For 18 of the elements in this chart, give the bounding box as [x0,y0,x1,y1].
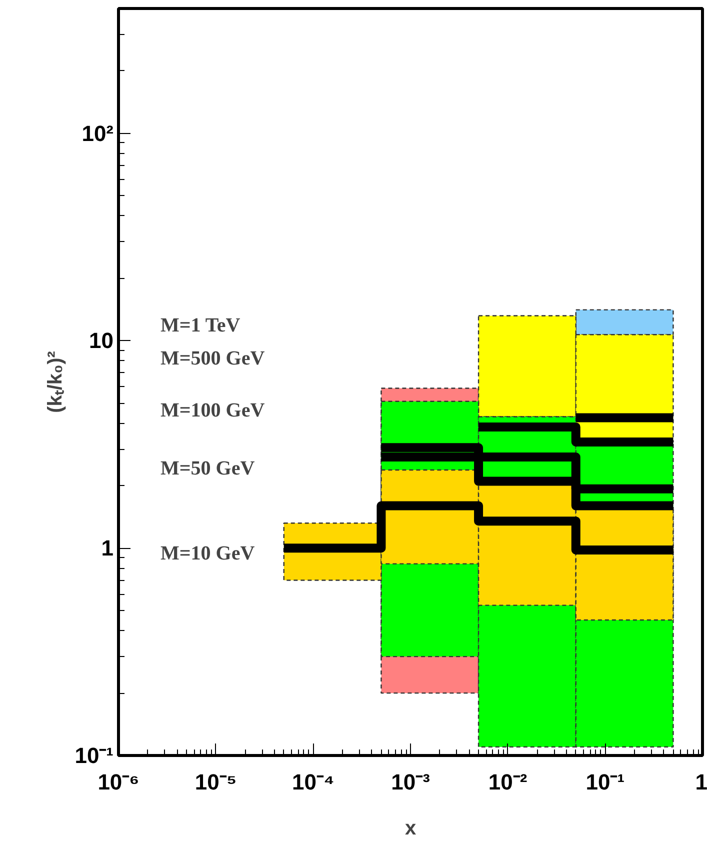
x-tick-label: 10⁻⁵ [194,770,237,794]
annotation: M=100 GeV [160,400,266,422]
x-tick-label: 10⁻³ [391,770,430,794]
annotation: M=1 TeV [160,314,241,336]
y-axis-title: (kₜ/k₀)² [44,350,67,413]
annotation: M=500 GeV [160,348,266,370]
x-tick-label: 10⁻² [488,770,528,794]
x-tick-label: 10⁻¹ [586,770,625,794]
x-tick-label: 10⁻⁶ [98,770,140,794]
x-tick-label: 1 [695,770,707,794]
x-axis-title: x [404,818,416,840]
y-tick-label: 10 [89,328,114,354]
annotation: M=50 GeV [160,458,256,480]
x-tick-label: 10⁻⁴ [292,770,334,794]
y-tick-label: 10² [82,120,114,146]
annotation: M=10 GeV [160,542,256,564]
y-tick-label: 1 [101,536,114,561]
y-tick-label: 10⁻¹ [74,743,114,768]
